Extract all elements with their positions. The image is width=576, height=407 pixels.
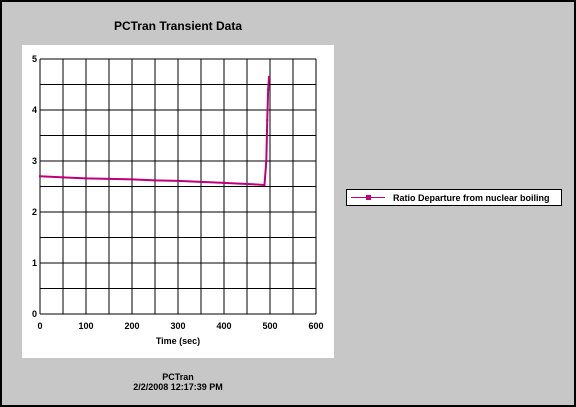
data-point xyxy=(266,119,269,122)
x-tick-label: 400 xyxy=(216,321,231,331)
chart-title: PCTran Transient Data xyxy=(113,19,243,33)
y-tick-label: 5 xyxy=(32,54,37,64)
x-tick-label: 0 xyxy=(37,321,42,331)
data-point xyxy=(85,177,87,180)
y-tick-label: 4 xyxy=(32,105,37,115)
data-point xyxy=(177,179,179,182)
data-point xyxy=(246,182,248,185)
x-tick-label: 300 xyxy=(170,321,185,331)
x-tick-label: 100 xyxy=(78,321,93,331)
footer-app: PCTran xyxy=(162,372,194,382)
data-point xyxy=(223,181,225,184)
x-tick-label: 500 xyxy=(262,321,277,331)
data-point xyxy=(39,175,41,178)
legend: Ratio Departure from nuclear boiling xyxy=(346,189,562,206)
y-tick-label: 2 xyxy=(32,207,37,217)
y-tick-label: 1 xyxy=(32,258,37,268)
footer-timestamp: 2/2/2008 12:17:39 PM xyxy=(133,382,223,392)
data-point xyxy=(200,180,202,183)
data-point xyxy=(154,179,156,182)
x-tick-label: 600 xyxy=(308,321,323,331)
data-point xyxy=(268,75,271,78)
y-tick-label: 0 xyxy=(32,309,37,319)
legend-label: Ratio Departure from nuclear boiling xyxy=(393,192,550,203)
data-point xyxy=(108,177,110,180)
data-point xyxy=(267,88,270,91)
data-point xyxy=(263,183,266,186)
x-axis-label: Time (sec) xyxy=(156,336,200,346)
data-point xyxy=(131,178,133,181)
data-point xyxy=(265,160,268,162)
x-tick-label: 200 xyxy=(124,321,139,331)
y-tick-label: 3 xyxy=(32,156,37,166)
legend-swatch xyxy=(351,193,385,202)
data-point xyxy=(62,176,64,179)
